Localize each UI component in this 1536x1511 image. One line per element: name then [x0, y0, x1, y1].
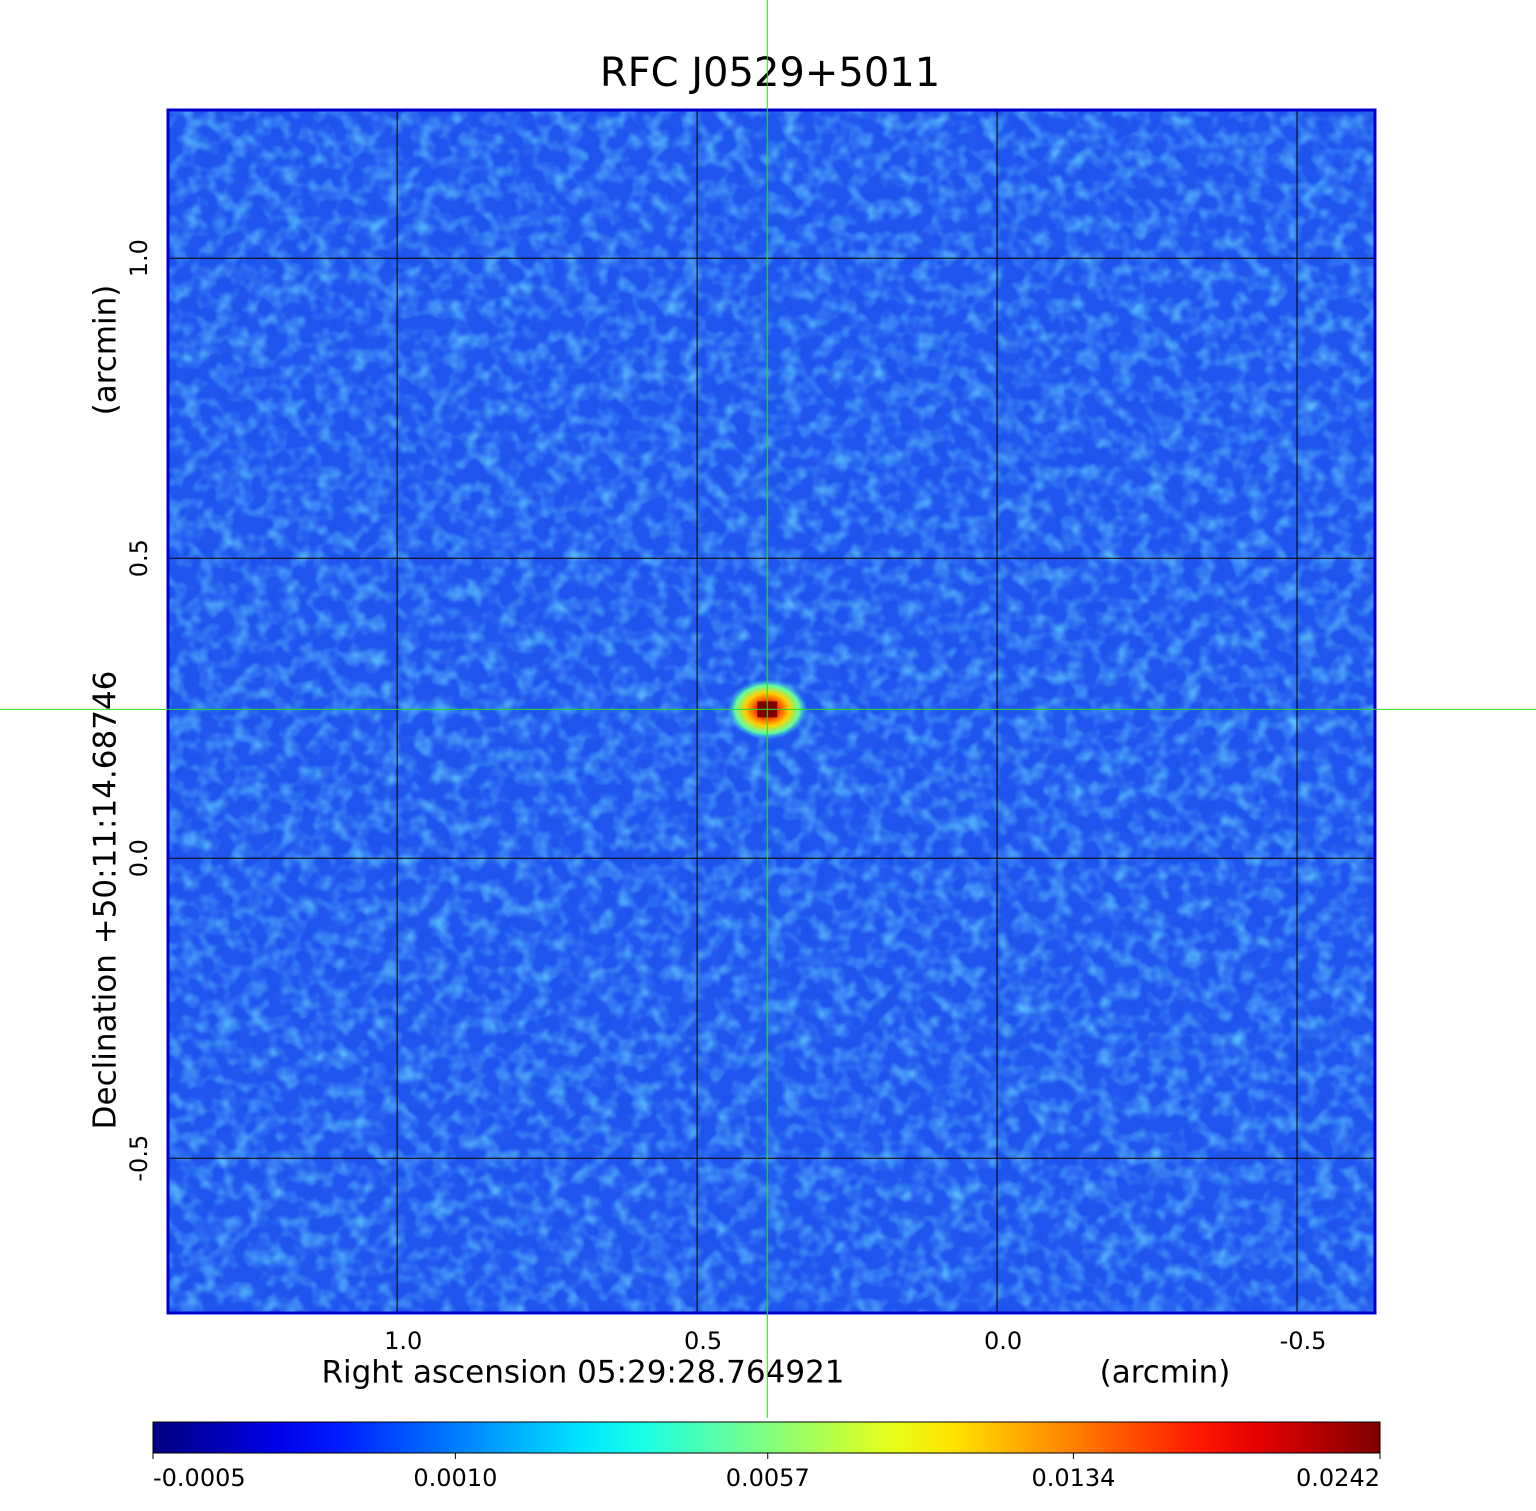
colorbar-tick-label: 0.0134 [1031, 1464, 1115, 1492]
y-axis-unit: (arcmin) [88, 285, 124, 416]
colorbar [152, 1421, 1381, 1454]
x-tick-label: -0.5 [1280, 1327, 1327, 1355]
y-tick-label: 0.5 [125, 539, 153, 577]
x-tick-label: 0.0 [984, 1327, 1022, 1355]
y-tick-label: -0.5 [125, 1135, 153, 1182]
x-tick-label: 0.5 [684, 1327, 722, 1355]
colorbar-tick-label: 0.0242 [1296, 1464, 1380, 1492]
x-tick-label: 1.0 [384, 1327, 422, 1355]
colorbar-tick-label: 0.0057 [726, 1464, 810, 1492]
x-axis-unit: (arcmin) [1100, 1355, 1231, 1391]
chart-title: RFC J0529+5011 [600, 50, 940, 96]
colorbar-tick-label: -0.0005 [153, 1464, 246, 1492]
plot-frame [166, 108, 1377, 1315]
y-tick-label: 0.0 [125, 839, 153, 877]
x-axis-label: Right ascension 05:29:28.764921 [321, 1355, 844, 1391]
y-tick-label: 1.0 [125, 239, 153, 277]
colorbar-tick-label: 0.0010 [413, 1464, 497, 1492]
y-axis-label: Declination +50:11:14.68746 [88, 671, 124, 1130]
